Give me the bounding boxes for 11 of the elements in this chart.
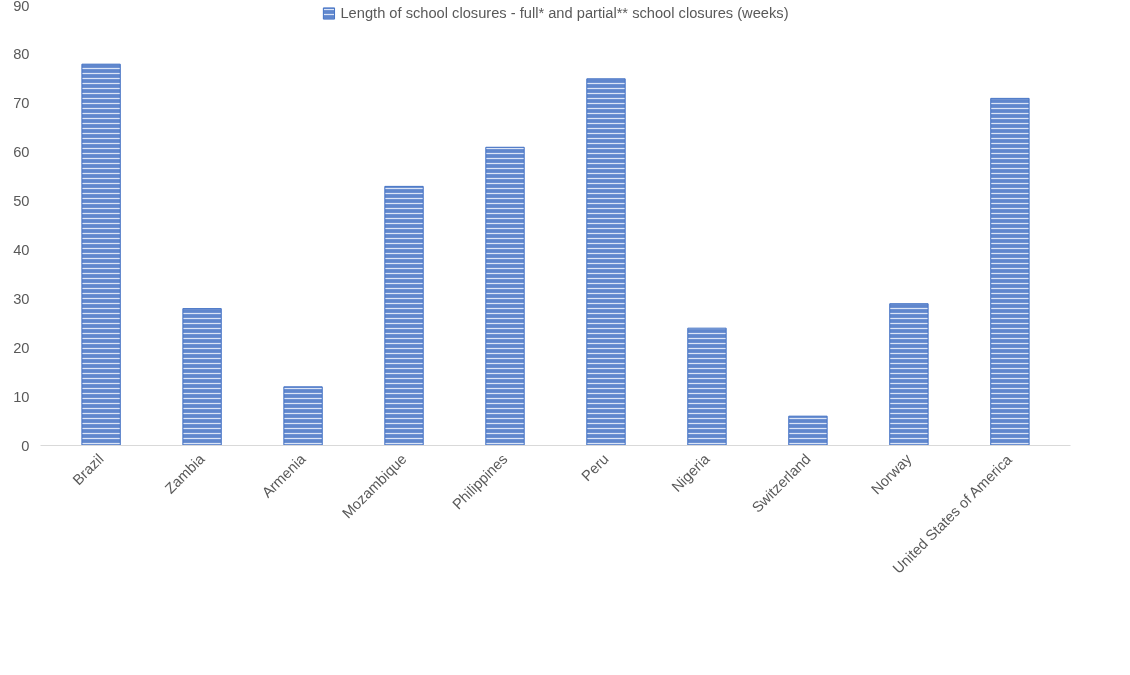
y-tick-label: 0 bbox=[21, 437, 30, 454]
y-tick-label: 90 bbox=[13, 0, 30, 14]
y-tick-label: 40 bbox=[13, 241, 30, 258]
y-tick-label: 70 bbox=[13, 95, 30, 112]
y-tick-label: 30 bbox=[13, 290, 30, 307]
y-tick-label: 80 bbox=[13, 46, 30, 63]
y-tick-label: 10 bbox=[13, 388, 30, 405]
y-tick-label: 20 bbox=[13, 339, 30, 356]
y-tick-label: 50 bbox=[13, 193, 30, 210]
legend-label: Length of school closures - full* and partial** school closures (weeks) bbox=[340, 5, 789, 21]
y-tick-label: 60 bbox=[13, 144, 30, 161]
